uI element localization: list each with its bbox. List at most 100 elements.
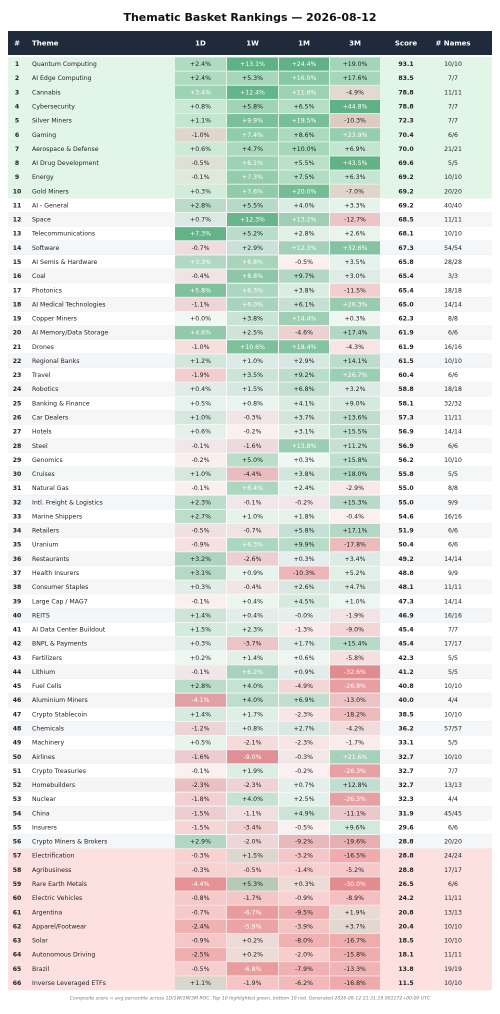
row-background <box>8 848 492 863</box>
cell-text: +5.2% <box>345 570 366 577</box>
cell-text: 55.8 <box>398 471 413 478</box>
cell-text: 13.8 <box>398 966 413 973</box>
cell-text: +8.8% <box>242 273 263 280</box>
cell-text: Steel <box>32 443 48 450</box>
cell-text: +19.0% <box>343 61 368 68</box>
cell-text: -26.3% <box>344 768 366 775</box>
heat-cell <box>330 128 380 142</box>
cell-text: 36.2 <box>398 725 413 732</box>
cell-text: 28/28 <box>444 259 462 266</box>
cell-text: 10/10 <box>444 174 462 181</box>
cell-text: +11.2% <box>343 443 368 450</box>
heat-cell <box>175 340 226 354</box>
cell-text: 51 <box>13 768 22 775</box>
cell-text: +0.5% <box>190 400 211 407</box>
cell-text: +6.2% <box>242 669 263 676</box>
cell-text: +3.5% <box>345 259 366 266</box>
cell-text: 14/14 <box>444 429 462 436</box>
heat-cell <box>279 524 329 538</box>
cell-text: +6.4% <box>242 485 263 492</box>
cell-text: +17.6% <box>343 75 368 82</box>
heat-cell <box>175 919 226 933</box>
heat-cell <box>279 156 329 170</box>
cell-text: 44 <box>13 669 22 676</box>
heat-cell <box>227 905 278 919</box>
cell-text: 16/16 <box>444 513 462 520</box>
cell-text: -4.4% <box>192 881 210 888</box>
cell-text: 14/14 <box>444 598 462 605</box>
cell-text: -1.4% <box>295 867 313 874</box>
cell-text: Brazil <box>32 966 50 973</box>
cell-text: +9.0% <box>345 400 366 407</box>
heat-cell <box>279 509 329 523</box>
cell-text: -0.9% <box>192 938 210 945</box>
heat-cell <box>279 933 329 948</box>
cell-text: 9/9 <box>448 570 458 577</box>
heat-cell <box>279 396 329 410</box>
heat-cell <box>330 156 380 170</box>
heat-cell <box>330 368 380 382</box>
cell-text: 10/10 <box>444 938 462 945</box>
heat-cell <box>330 227 380 241</box>
heat-cell <box>175 552 226 566</box>
heat-cell <box>279 919 329 933</box>
cell-text: 26 <box>13 414 22 421</box>
cell-text: -0.5% <box>192 160 210 167</box>
heat-cell <box>227 552 278 566</box>
heat-cell <box>330 311 380 326</box>
cell-text: +4.7% <box>345 584 366 591</box>
heat-cell <box>279 608 329 622</box>
cell-text: -0.5% <box>192 528 210 535</box>
cell-text: +4.6% <box>190 330 211 337</box>
cell-text: -17.8% <box>344 542 366 549</box>
heat-cell <box>175 198 226 212</box>
cell-text: 34 <box>13 528 22 535</box>
cell-text: Chemicals <box>32 725 64 732</box>
heat-cell <box>175 976 226 990</box>
row-background <box>8 834 492 849</box>
heat-cell <box>175 368 226 382</box>
cell-text: 6/6 <box>448 542 458 549</box>
heat-cell <box>175 99 226 114</box>
cell-text: 20.8 <box>398 909 413 916</box>
cell-text: Insurers <box>32 824 57 831</box>
heat-cell <box>227 849 278 863</box>
heat-cell <box>330 552 380 566</box>
cell-text: +1.0% <box>190 414 211 421</box>
heat-cell <box>330 354 380 368</box>
cell-text: AI Edge Computing <box>32 75 92 82</box>
cell-text: 7/7 <box>448 768 458 775</box>
cell-text: 22 <box>13 358 22 365</box>
heat-cell <box>330 622 380 637</box>
cell-text: +0.9% <box>294 669 315 676</box>
cell-text: 10/10 <box>444 358 462 365</box>
cell-text: -5.2% <box>346 867 364 874</box>
cell-text: +1.5% <box>242 853 263 860</box>
heat-cell <box>175 227 226 241</box>
cell-text: 41 <box>13 627 22 634</box>
cell-text: -9.0% <box>346 627 364 634</box>
cell-text: -2.3% <box>244 782 262 789</box>
cell-text: 69.6 <box>398 160 413 167</box>
row-background <box>8 707 492 722</box>
heat-cell <box>279 707 329 721</box>
cell-text: +1.5% <box>242 386 263 393</box>
heat-cell <box>279 198 329 212</box>
cell-text: 65.4 <box>398 273 414 280</box>
cell-text: 54.6 <box>398 513 413 520</box>
column-header: 3M <box>349 40 361 48</box>
cell-text: -11.5% <box>344 287 366 294</box>
cell-text: -1.0% <box>192 344 210 351</box>
cell-text: -0.2% <box>295 768 313 775</box>
cell-text: 16/16 <box>444 612 462 619</box>
cell-text: Marine Shippers <box>32 513 82 520</box>
cell-text: -1.8% <box>192 796 210 803</box>
cell-text: +13.1% <box>240 61 265 68</box>
heat-cell <box>279 651 329 665</box>
cell-text: 11/11 <box>444 414 462 421</box>
header-band <box>8 31 492 55</box>
cell-text: +6.1% <box>242 160 263 167</box>
cell-text: 4 <box>15 103 20 110</box>
cell-text: 9 <box>15 174 19 181</box>
